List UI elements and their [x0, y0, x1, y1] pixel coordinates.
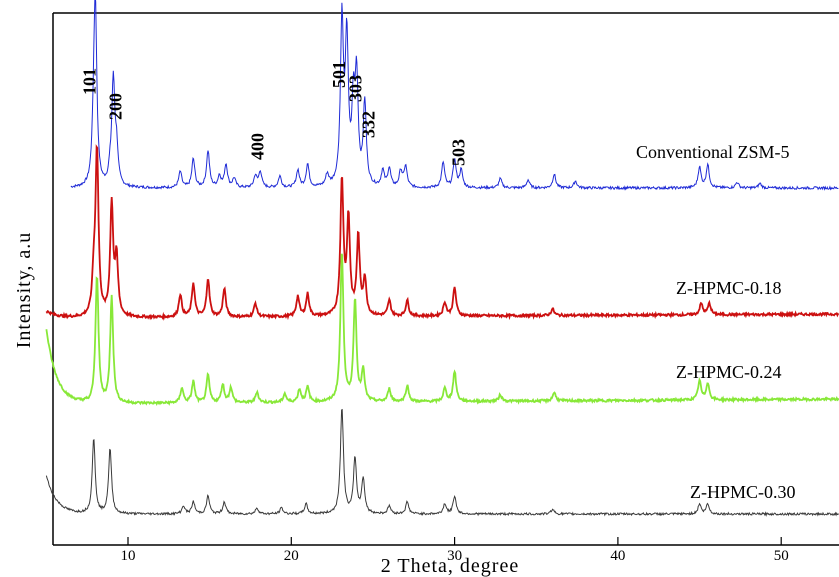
x-tick-label: 40	[610, 548, 625, 564]
x-axis-title: 2 Theta, degree	[381, 555, 519, 577]
peak-label: 503	[448, 139, 468, 166]
peak-label: 501	[329, 61, 349, 88]
y-axis-title: Intensity, a.u	[13, 232, 35, 349]
x-tick-label: 20	[284, 548, 299, 564]
series-label: Z-HPMC-0.30	[690, 482, 796, 502]
x-tick-label: 50	[774, 548, 789, 564]
series-line-4	[45, 408, 839, 517]
peak-label: 400	[248, 133, 268, 160]
series-labels: Conventional ZSM-5 Z-HPMC-0.18 Z-HPMC-0.24…	[636, 142, 796, 502]
series-label: Conventional ZSM-5	[636, 142, 790, 162]
x-tick-label: 30	[447, 548, 462, 564]
x-tick-label: 10	[121, 548, 136, 564]
peak-label: 303	[346, 75, 366, 102]
series-line-3	[45, 253, 839, 406]
series-group	[45, 0, 839, 517]
peak-label: 101	[79, 68, 99, 95]
series-line-1	[70, 0, 839, 191]
series-line-2	[45, 144, 839, 321]
series-label: Z-HPMC-0.18	[676, 278, 782, 298]
series-label: Z-HPMC-0.24	[676, 362, 782, 382]
x-axis-ticks: 10 20 30 40 50	[121, 537, 789, 564]
peak-label: 200	[105, 93, 125, 120]
peak-label: 332	[359, 111, 379, 138]
